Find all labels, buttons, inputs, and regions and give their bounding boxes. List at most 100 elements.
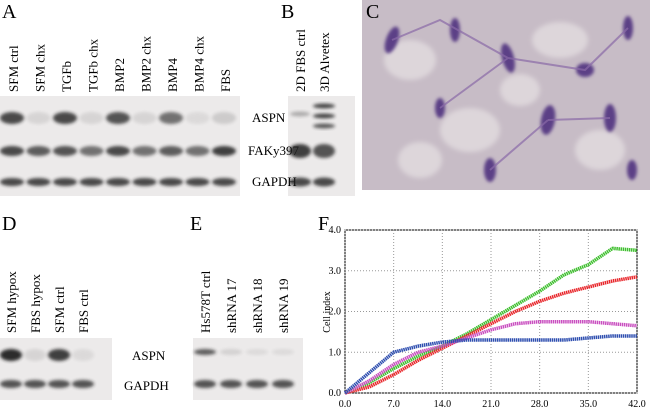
band <box>106 112 130 124</box>
panel-letter: E <box>190 213 202 235</box>
lane-label: SFM ctrl <box>6 45 21 92</box>
panel-letter: D <box>2 213 16 235</box>
band <box>79 146 104 156</box>
band <box>194 380 216 388</box>
lane-label: BMP2 <box>112 58 127 92</box>
panel-letter: A <box>2 1 17 23</box>
lane-label: TGFb <box>59 61 74 92</box>
lane-label: BMP2 chx <box>139 36 154 92</box>
band <box>0 112 24 124</box>
band <box>53 146 77 156</box>
band <box>79 178 104 186</box>
lane-label: BMP4 <box>165 58 180 92</box>
blot-e <box>193 338 303 400</box>
band <box>220 349 242 355</box>
x-tick-label: 42.0 <box>628 399 646 410</box>
lane-label: 3D Alvetex <box>317 32 332 92</box>
panel-letter: F <box>318 213 329 235</box>
series-line <box>343 334 637 395</box>
x-tick-label: 14.0 <box>434 399 452 410</box>
series-line <box>344 319 638 395</box>
band <box>132 178 157 186</box>
band <box>272 349 294 355</box>
lane-label: shRNA 17 <box>224 278 239 333</box>
band <box>72 380 94 388</box>
band <box>313 177 335 187</box>
band <box>48 349 70 361</box>
row-label: ASPN <box>132 348 166 363</box>
band <box>185 146 210 156</box>
y-tick-label: 4.0 <box>329 225 342 236</box>
band <box>53 112 77 124</box>
x-tick-label: 7.0 <box>387 399 400 410</box>
band <box>53 178 77 186</box>
band <box>0 146 24 156</box>
y-tick-label: 0.0 <box>329 388 342 399</box>
lane-label: BMP4 chx <box>192 36 207 92</box>
lane-label: SFM hypox <box>4 271 19 333</box>
micrograph <box>362 0 650 190</box>
lane-label: 2D FBS ctrl <box>293 29 308 92</box>
y-axis-label: Cell index <box>322 291 333 332</box>
band <box>289 144 311 158</box>
band <box>0 380 22 388</box>
lane-label: shRNA 19 <box>276 278 291 333</box>
lane-label: FBS <box>218 69 233 92</box>
lane-label: SFM ctrl <box>52 286 67 333</box>
band <box>159 178 183 186</box>
band <box>159 146 183 156</box>
band <box>289 177 311 187</box>
band <box>132 146 157 156</box>
x-tick-label: 28.0 <box>531 399 549 410</box>
band <box>220 380 242 388</box>
x-tick-label: 35.0 <box>580 399 598 410</box>
band <box>246 349 268 355</box>
band <box>313 123 335 129</box>
blot-d <box>0 338 112 400</box>
band <box>132 112 157 124</box>
band <box>212 178 236 186</box>
band <box>79 112 104 124</box>
band <box>26 112 51 124</box>
band <box>106 146 130 156</box>
row-label: FAKy397 <box>248 143 300 158</box>
band <box>24 380 46 388</box>
band <box>26 146 51 156</box>
lane-label: FBS hypox <box>28 274 43 333</box>
band <box>106 178 130 186</box>
y-tick-label: 3.0 <box>329 266 342 277</box>
row-label: ASPN <box>252 110 286 125</box>
band <box>159 112 183 124</box>
x-tick-label: 21.0 <box>482 399 500 410</box>
band <box>246 380 268 388</box>
series-line <box>344 246 638 395</box>
row-label: GAPDH <box>124 378 169 393</box>
lane-label: FBS ctrl <box>76 289 91 333</box>
band <box>194 349 216 355</box>
panel-letter: B <box>281 1 294 23</box>
lane-label: Hs578T ctrl <box>198 270 213 333</box>
band <box>272 380 294 388</box>
lane-label: shRNA 18 <box>250 278 265 333</box>
band <box>26 178 51 186</box>
lane-label: TGFb chx <box>86 38 101 92</box>
y-tick-label: 1.0 <box>329 347 342 358</box>
band <box>290 111 310 117</box>
band <box>313 144 335 158</box>
band <box>212 112 236 124</box>
panel-letter: C <box>366 1 379 23</box>
band <box>212 146 236 156</box>
band <box>185 112 210 124</box>
band <box>72 349 94 361</box>
band <box>0 178 24 186</box>
band <box>313 103 335 109</box>
band <box>185 178 210 186</box>
row-label: GAPDH <box>252 174 297 189</box>
band <box>313 113 335 119</box>
band <box>0 349 22 361</box>
series-line <box>344 275 638 395</box>
band <box>48 380 70 388</box>
lane-label: SFM chx <box>33 43 48 92</box>
x-tick-label: 0.0 <box>339 399 352 410</box>
